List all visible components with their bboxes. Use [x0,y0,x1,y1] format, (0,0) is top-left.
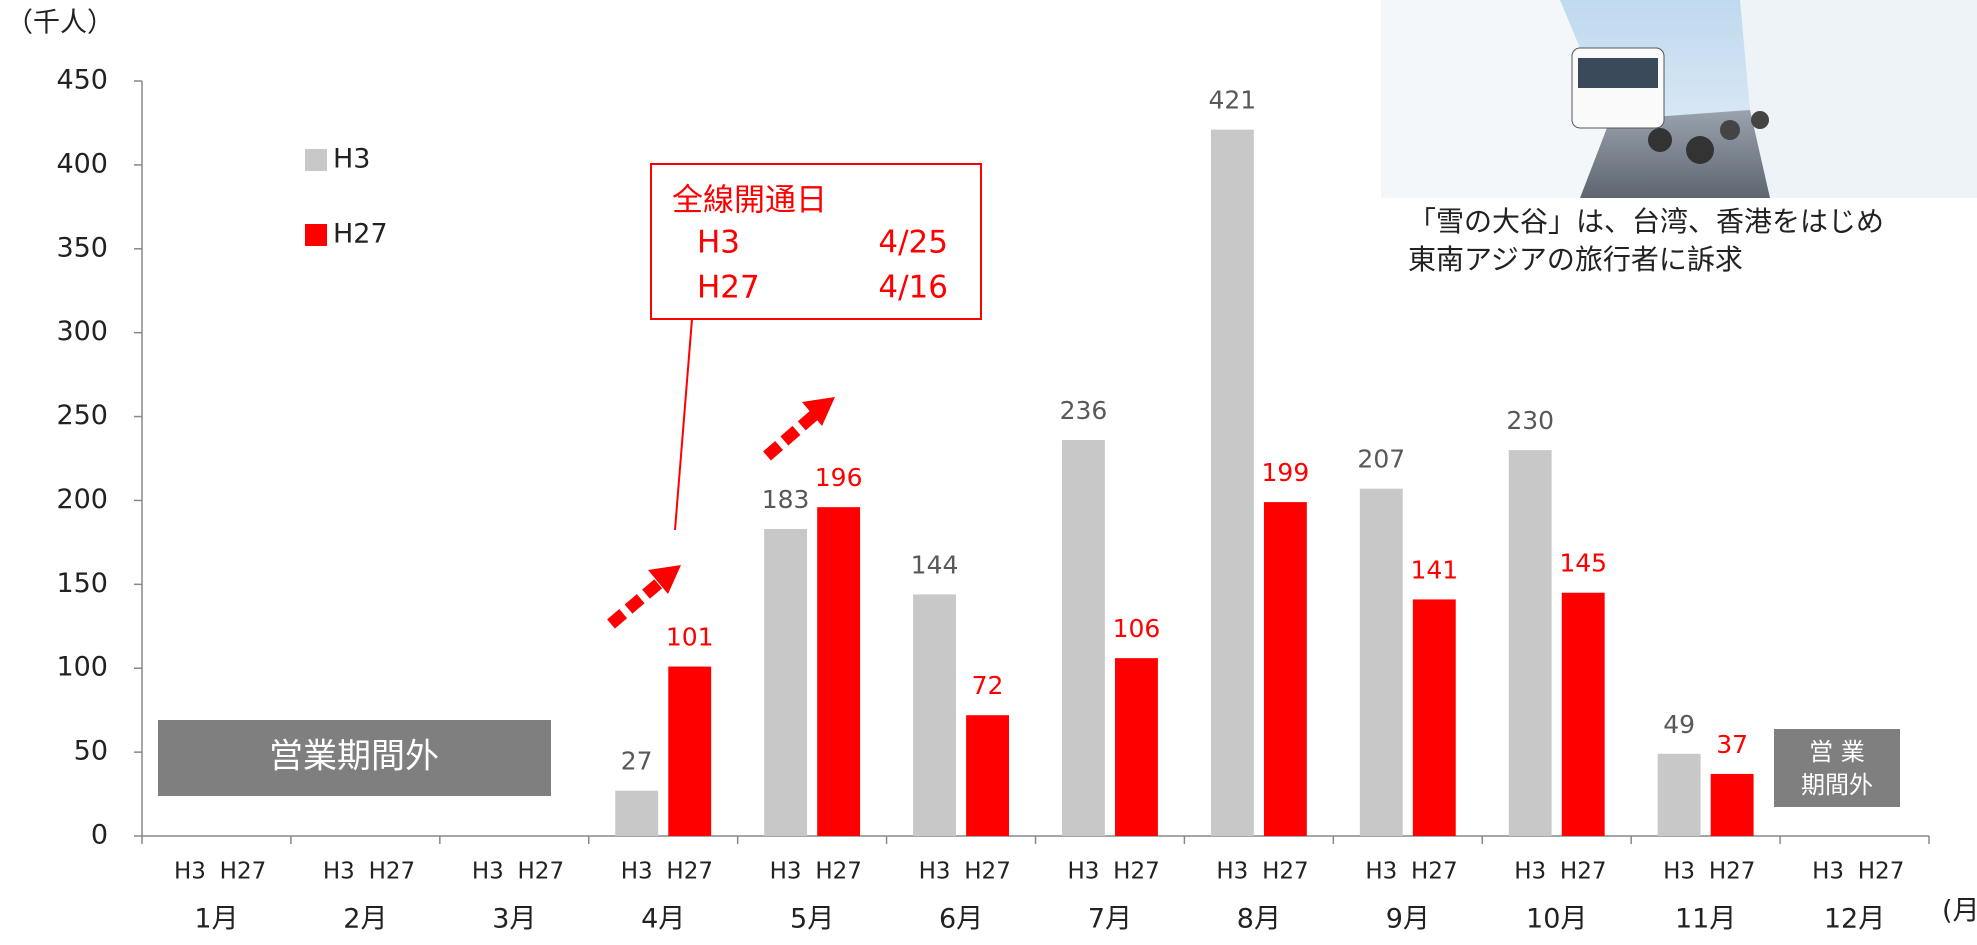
x-tick-label: 8月 [1237,904,1281,935]
x-sub-label: H3 [1812,859,1844,885]
x-sub-label: H3 [621,859,653,885]
x-sub-label: H27 [1560,859,1607,885]
y-tick-label: 250 [56,400,108,431]
value-label: 207 [1357,445,1405,474]
callout-key: H3 [697,225,740,261]
value-label: 101 [666,623,714,652]
callout-date: 4/25 [878,225,948,261]
callout-title: 全線開通日 [672,183,827,219]
x-tick-label: 2月 [343,904,387,935]
bar [668,667,711,836]
x-sub-label: H27 [1262,859,1309,885]
x-tick-label: 5月 [790,904,834,935]
bar [1509,450,1552,836]
bar [966,715,1009,836]
y-tick-label: 200 [56,484,108,515]
bar [1413,599,1456,836]
bar [913,594,956,836]
bar [1062,440,1105,836]
off-season-label: 期間外 [1801,771,1873,799]
photo [1381,0,1977,198]
value-label: 141 [1410,555,1458,584]
bar [1562,593,1605,836]
y-tick-label: 350 [56,232,108,263]
value-label: 27 [621,747,653,776]
x-sub-label: H27 [815,859,862,885]
bar [615,791,658,836]
bar [1264,502,1307,836]
x-sub-label: H3 [174,859,206,885]
x-tick-label: 11月 [1675,904,1736,935]
caption: 東南アジアの旅行者に訴求 [1408,243,1743,276]
y-tick-label: 400 [56,148,108,179]
x-sub-label: H3 [1216,859,1248,885]
x-sub-label: H3 [919,859,951,885]
x-tick-label: 7月 [1088,904,1132,935]
value-label: 196 [815,463,863,492]
x-sub-label: H27 [964,859,1011,885]
value-label: 421 [1209,86,1257,115]
bar [1115,658,1158,836]
x-sub-label: H27 [1858,859,1905,885]
value-label: 49 [1663,710,1695,739]
x-tick-label: 12月 [1824,904,1885,935]
off-season-label: 営業期間外 [269,737,439,777]
value-label: 144 [911,550,959,579]
x-sub-label: H27 [1411,859,1458,885]
x-sub-label: H27 [1113,859,1160,885]
y-tick-label: 50 [74,736,108,767]
x-tick-label: 10月 [1526,904,1587,935]
callout-date: 4/16 [878,270,948,306]
x-sub-label: H3 [1365,859,1397,885]
x-unit: (月) [1942,896,1977,927]
y-unit: （千人） [6,8,114,39]
x-sub-label: H3 [1067,859,1099,885]
bar [1360,489,1403,836]
y-tick-label: 300 [56,316,108,347]
x-sub-label: H27 [518,859,565,885]
x-sub-label: H3 [472,859,504,885]
bar [1211,130,1254,836]
x-tick-label: 6月 [939,904,983,935]
value-label: 72 [972,671,1004,700]
x-sub-label: H3 [770,859,802,885]
value-label: 106 [1113,614,1161,643]
legend-swatch [305,149,327,171]
y-tick-label: 450 [56,65,108,96]
off-season-label: 営 業 [1809,738,1865,766]
x-tick-label: 9月 [1386,904,1430,935]
x-tick-label: 1月 [194,904,238,935]
y-tick-label: 150 [56,568,108,599]
x-sub-label: H27 [369,859,416,885]
value-label: 183 [762,485,810,514]
bar [1658,754,1701,836]
caption: 「雪の大谷」は、台湾、香港をはじめ [1408,205,1884,238]
x-sub-label: H3 [323,859,355,885]
callout-key: H27 [697,270,760,306]
bar [1711,774,1754,836]
y-tick-label: 0 [91,820,108,851]
value-label: 145 [1559,549,1607,578]
x-tick-label: 3月 [492,904,536,935]
value-label: 37 [1716,730,1748,759]
x-tick-label: 4月 [641,904,685,935]
value-label: 199 [1262,458,1310,487]
bar [764,529,807,836]
value-label: 230 [1506,406,1554,435]
legend-label: H27 [333,219,388,250]
callout-pointer [675,319,692,530]
x-sub-label: H27 [1709,859,1756,885]
x-sub-label: H3 [1514,859,1546,885]
x-sub-label: H27 [666,859,713,885]
bar [817,507,860,836]
value-label: 236 [1060,396,1108,425]
x-sub-label: H3 [1663,859,1695,885]
chart: （千人） (月) 「雪の大谷」は、台湾、香港をはじめ 東南アジアの旅行者に訴求 … [0,0,1977,945]
y-tick-label: 100 [56,652,108,683]
x-sub-label: H27 [220,859,267,885]
legend-label: H3 [333,144,370,175]
legend-swatch [305,224,327,246]
